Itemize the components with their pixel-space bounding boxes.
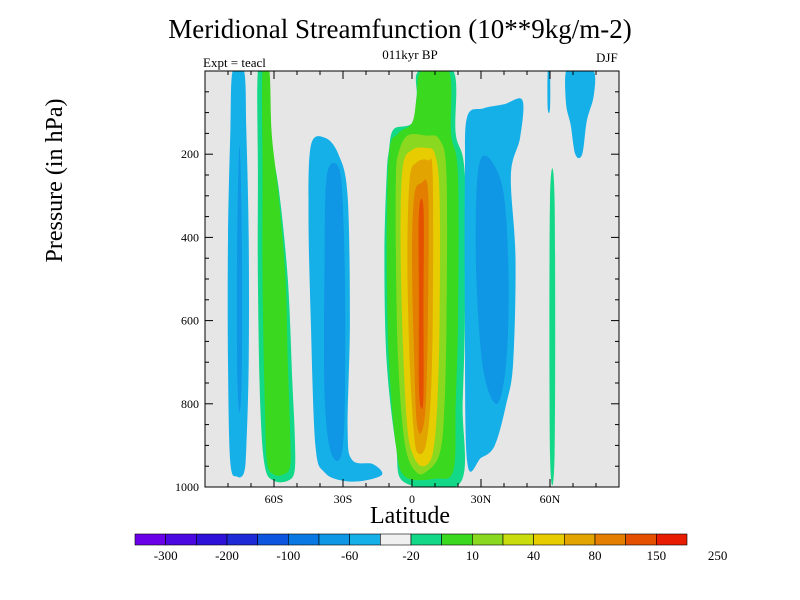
x-tick-label: 30S xyxy=(334,492,353,506)
contour-region-nh-polar-patch xyxy=(549,168,556,486)
contour-region-nh-high-strip xyxy=(547,71,551,114)
colorbar-swatch xyxy=(165,533,197,546)
colorbar-label: 150 xyxy=(647,548,667,563)
colorbar-swatch xyxy=(594,533,626,546)
y-tick-label: 1000 xyxy=(175,480,199,494)
colorbar-swatch xyxy=(625,533,657,546)
plot-area xyxy=(205,71,619,487)
colorbar-swatch xyxy=(380,533,412,546)
experiment-label: Expt = teacl xyxy=(203,55,266,70)
colorbar-swatch xyxy=(196,533,228,546)
colorbar-label: -20 xyxy=(402,548,419,563)
axes: 60S 30S 0 30N 60N 200 400 600 800 1000 xyxy=(175,70,620,506)
colorbar-swatch xyxy=(533,533,565,546)
colorbar-swatch xyxy=(257,533,289,546)
colorbar-swatch xyxy=(502,533,534,546)
contour-region-sh-polar-core xyxy=(236,145,243,413)
colorbar-swatch xyxy=(226,533,258,546)
colorbar-swatch xyxy=(288,533,320,546)
colorbar-swatch xyxy=(134,533,166,546)
x-tick-label: 0 xyxy=(409,492,415,506)
x-tick-label: 60N xyxy=(540,492,561,506)
chart-title: Meridional Streamfunction (10**9kg/m-2) xyxy=(168,14,632,44)
colorbar-swatch xyxy=(564,533,596,546)
colorbar-swatch xyxy=(472,533,504,546)
colorbar-swatch xyxy=(318,533,350,546)
y-tick-label: 400 xyxy=(181,230,199,244)
contour-region-nh-high-cell xyxy=(565,71,596,159)
y-tick-label: 800 xyxy=(181,397,199,411)
season-label: DJF xyxy=(596,50,618,65)
contour-region-sh-mid-core xyxy=(324,162,346,462)
colorbar-label: -100 xyxy=(276,548,300,563)
y-tick-label: 600 xyxy=(181,314,199,328)
x-tick-label: 60S xyxy=(265,492,284,506)
y-tick-label: 200 xyxy=(181,147,199,161)
colorbar-label: 10 xyxy=(466,548,479,563)
colorbar-label: -300 xyxy=(154,548,178,563)
colorbar-swatch xyxy=(441,533,473,546)
colorbar-swatch xyxy=(656,533,688,546)
contour-region-sh-ferrel-core xyxy=(262,71,291,476)
colorbar-label: 80 xyxy=(589,548,602,563)
colorbar-swatch xyxy=(410,533,442,546)
colorbar-label: -200 xyxy=(215,548,239,563)
chart-subtitle: 011kyr BP xyxy=(382,47,438,62)
colorbar-swatch xyxy=(349,533,381,546)
colorbar: -300 -200 -100 -60 -20 10 40 80 150 250 xyxy=(134,533,728,563)
contour-region-nh-ferrel-core xyxy=(475,155,509,404)
x-tick-label: 30N xyxy=(471,492,492,506)
contour-region-hadley-300 xyxy=(418,198,424,410)
colorbar-label: 250 xyxy=(708,548,728,563)
colorbar-label: 40 xyxy=(527,548,540,563)
x-axis-label: Latitude xyxy=(370,503,450,529)
colorbar-label: -60 xyxy=(341,548,358,563)
